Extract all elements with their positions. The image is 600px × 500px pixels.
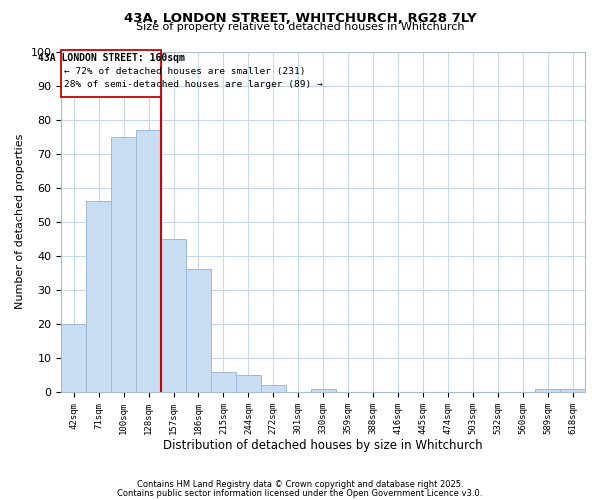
Text: Contains public sector information licensed under the Open Government Licence v3: Contains public sector information licen… [118, 488, 482, 498]
Bar [111, 136, 136, 392]
Text: 43A, LONDON STREET, WHITCHURCH, RG28 7LY: 43A, LONDON STREET, WHITCHURCH, RG28 7LY [124, 12, 476, 26]
Text: 28% of semi-detached houses are larger (89) →: 28% of semi-detached houses are larger (… [64, 80, 323, 90]
FancyBboxPatch shape [61, 50, 161, 98]
Bar [311, 388, 335, 392]
Bar [560, 388, 585, 392]
Text: Size of property relative to detached houses in Whitchurch: Size of property relative to detached ho… [136, 22, 464, 32]
Text: Contains HM Land Registry data © Crown copyright and database right 2025.: Contains HM Land Registry data © Crown c… [137, 480, 463, 489]
Bar [236, 375, 261, 392]
Bar [61, 324, 86, 392]
Bar [211, 372, 236, 392]
Text: ← 72% of detached houses are smaller (231): ← 72% of detached houses are smaller (23… [64, 67, 305, 76]
Y-axis label: Number of detached properties: Number of detached properties [15, 134, 25, 310]
Bar [161, 239, 186, 392]
X-axis label: Distribution of detached houses by size in Whitchurch: Distribution of detached houses by size … [163, 440, 483, 452]
Bar [261, 385, 286, 392]
Bar [186, 270, 211, 392]
Bar [136, 130, 161, 392]
Bar [86, 202, 111, 392]
Bar [535, 388, 560, 392]
Text: 43A LONDON STREET: 160sqm: 43A LONDON STREET: 160sqm [38, 53, 185, 63]
